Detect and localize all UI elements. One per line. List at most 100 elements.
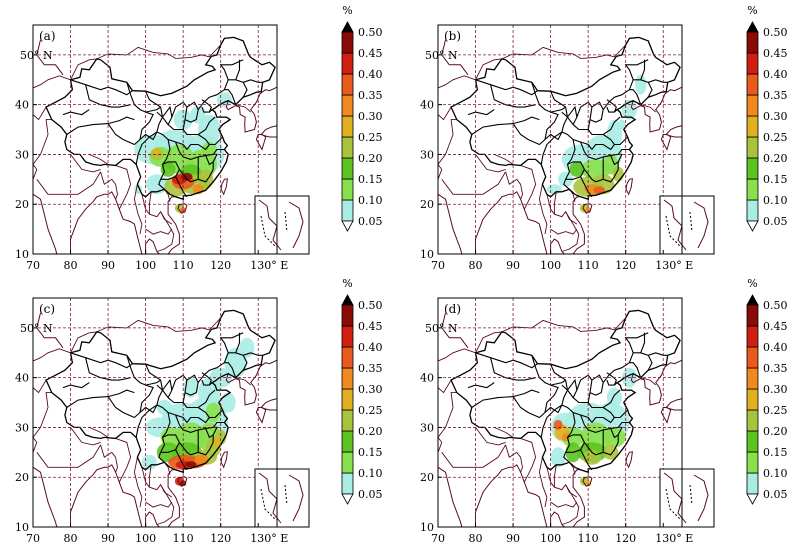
country-border [546, 467, 578, 498]
colorbar-segment [746, 304, 759, 327]
map-frame [32, 24, 278, 255]
province-border [107, 123, 158, 146]
province-border [186, 416, 210, 424]
map-content [33, 298, 277, 527]
province-border [139, 384, 154, 413]
province-border [591, 143, 615, 151]
country-border [36, 444, 101, 468]
colorbar-segment [746, 325, 759, 348]
province-border [197, 59, 244, 110]
coastline [438, 179, 548, 254]
map-panel: 70 80 90 100 110 120 130° E 10 20 30 40 50° N (b)% 0.… [420, 4, 788, 272]
lat-tick-label: 20 [15, 198, 29, 211]
country-border [438, 163, 443, 180]
province-border [175, 176, 188, 198]
island [255, 407, 267, 424]
country-border [33, 58, 97, 89]
colorbar-segment [746, 451, 759, 474]
province-border [139, 111, 154, 140]
province-border [531, 82, 566, 113]
inset-coast [288, 474, 304, 522]
lon-tick-label: 120 [210, 259, 231, 272]
province-border [135, 131, 188, 165]
shade-patch [550, 447, 566, 468]
graticule [438, 298, 682, 527]
country-border [505, 444, 523, 473]
country-border [538, 184, 548, 235]
lon-tick-label: 120 [210, 532, 231, 545]
province-border [610, 428, 619, 439]
colorbar-tick-label: 0.50 [358, 26, 383, 39]
colorbar-tick-label: 0.50 [763, 26, 788, 39]
country-border [441, 171, 506, 195]
island [582, 476, 593, 487]
inset-coast [288, 201, 304, 249]
province-border [531, 355, 566, 386]
colorbar-segment [341, 157, 354, 180]
inset-outline [663, 472, 709, 524]
map-panel: 70 80 90 100 110 120 130° E 10 20 30 40 50° N (a)% 0.… [15, 4, 383, 272]
country-border [438, 379, 452, 394]
colorbar-segment [746, 94, 759, 117]
coastline [438, 452, 548, 527]
colorbar: % 0.05 0.10 0.15 0.20 0.25 0.30 0.35 0.40 0.45 0.5… [746, 4, 788, 232]
country-border [133, 184, 143, 235]
island [260, 125, 277, 138]
lon-tick-label: 100 [540, 532, 561, 545]
province-border [126, 82, 161, 113]
colorbar-tick-label: 0.15 [763, 173, 788, 186]
province-border [602, 59, 649, 110]
province-border [591, 416, 615, 424]
lat-tick-label: 40 [15, 372, 29, 385]
province-border [205, 428, 214, 439]
country-border [640, 104, 656, 113]
lon-tick-label: 130° E [250, 259, 288, 272]
colorbar-segment [746, 472, 759, 495]
colorbar-segment [341, 472, 354, 495]
province-border [156, 384, 164, 406]
province-border [576, 374, 593, 403]
colorbar-tick-label: 0.40 [763, 68, 788, 81]
province-border [648, 352, 668, 356]
country-border [100, 444, 118, 473]
island [220, 451, 228, 469]
island [260, 398, 277, 411]
lon-tick-label: 70 [26, 259, 40, 272]
province-border [629, 89, 642, 105]
province-border [235, 332, 241, 353]
province-border [201, 99, 212, 113]
inset-coast [663, 199, 687, 251]
lat-tick-label: 10 [420, 248, 434, 261]
colorbar-tick-label: 0.20 [358, 152, 383, 165]
country-border [33, 331, 97, 362]
lat-tick-label: 40 [420, 99, 434, 112]
colorbar: % 0.05 0.10 0.15 0.20 0.25 0.30 0.35 0.40 0.45 0.5… [341, 4, 383, 232]
lon-tick-label: 110 [173, 259, 194, 272]
province-border [66, 116, 135, 135]
colorbar-min-arrow [341, 220, 354, 232]
country-border [141, 467, 173, 498]
country-border [33, 392, 52, 438]
colorbar-segment [746, 388, 759, 411]
lon-tick-label: 80 [64, 259, 78, 272]
lat-tick-label: 30 [15, 148, 29, 161]
panel-label: (c) [39, 302, 55, 316]
lat-tick-label: 20 [420, 198, 434, 211]
south-china-sea-inset [659, 195, 715, 255]
country-border [494, 153, 514, 165]
panel-label: (b) [444, 29, 461, 43]
island [177, 203, 188, 214]
shade-patch [198, 114, 221, 145]
province-border [606, 372, 617, 386]
colorbar-tick-label: 0.50 [358, 299, 383, 312]
colorbar-unit: % [342, 277, 352, 290]
graticule [438, 25, 682, 254]
colorbar-tick-label: 0.50 [763, 299, 788, 312]
province-border [640, 332, 646, 353]
shade-patch [606, 119, 622, 150]
shade-patch [220, 392, 236, 413]
province-border [158, 139, 171, 190]
map-content [33, 25, 277, 254]
lat-tick-label: 30 [15, 421, 29, 434]
province-border [467, 382, 495, 389]
